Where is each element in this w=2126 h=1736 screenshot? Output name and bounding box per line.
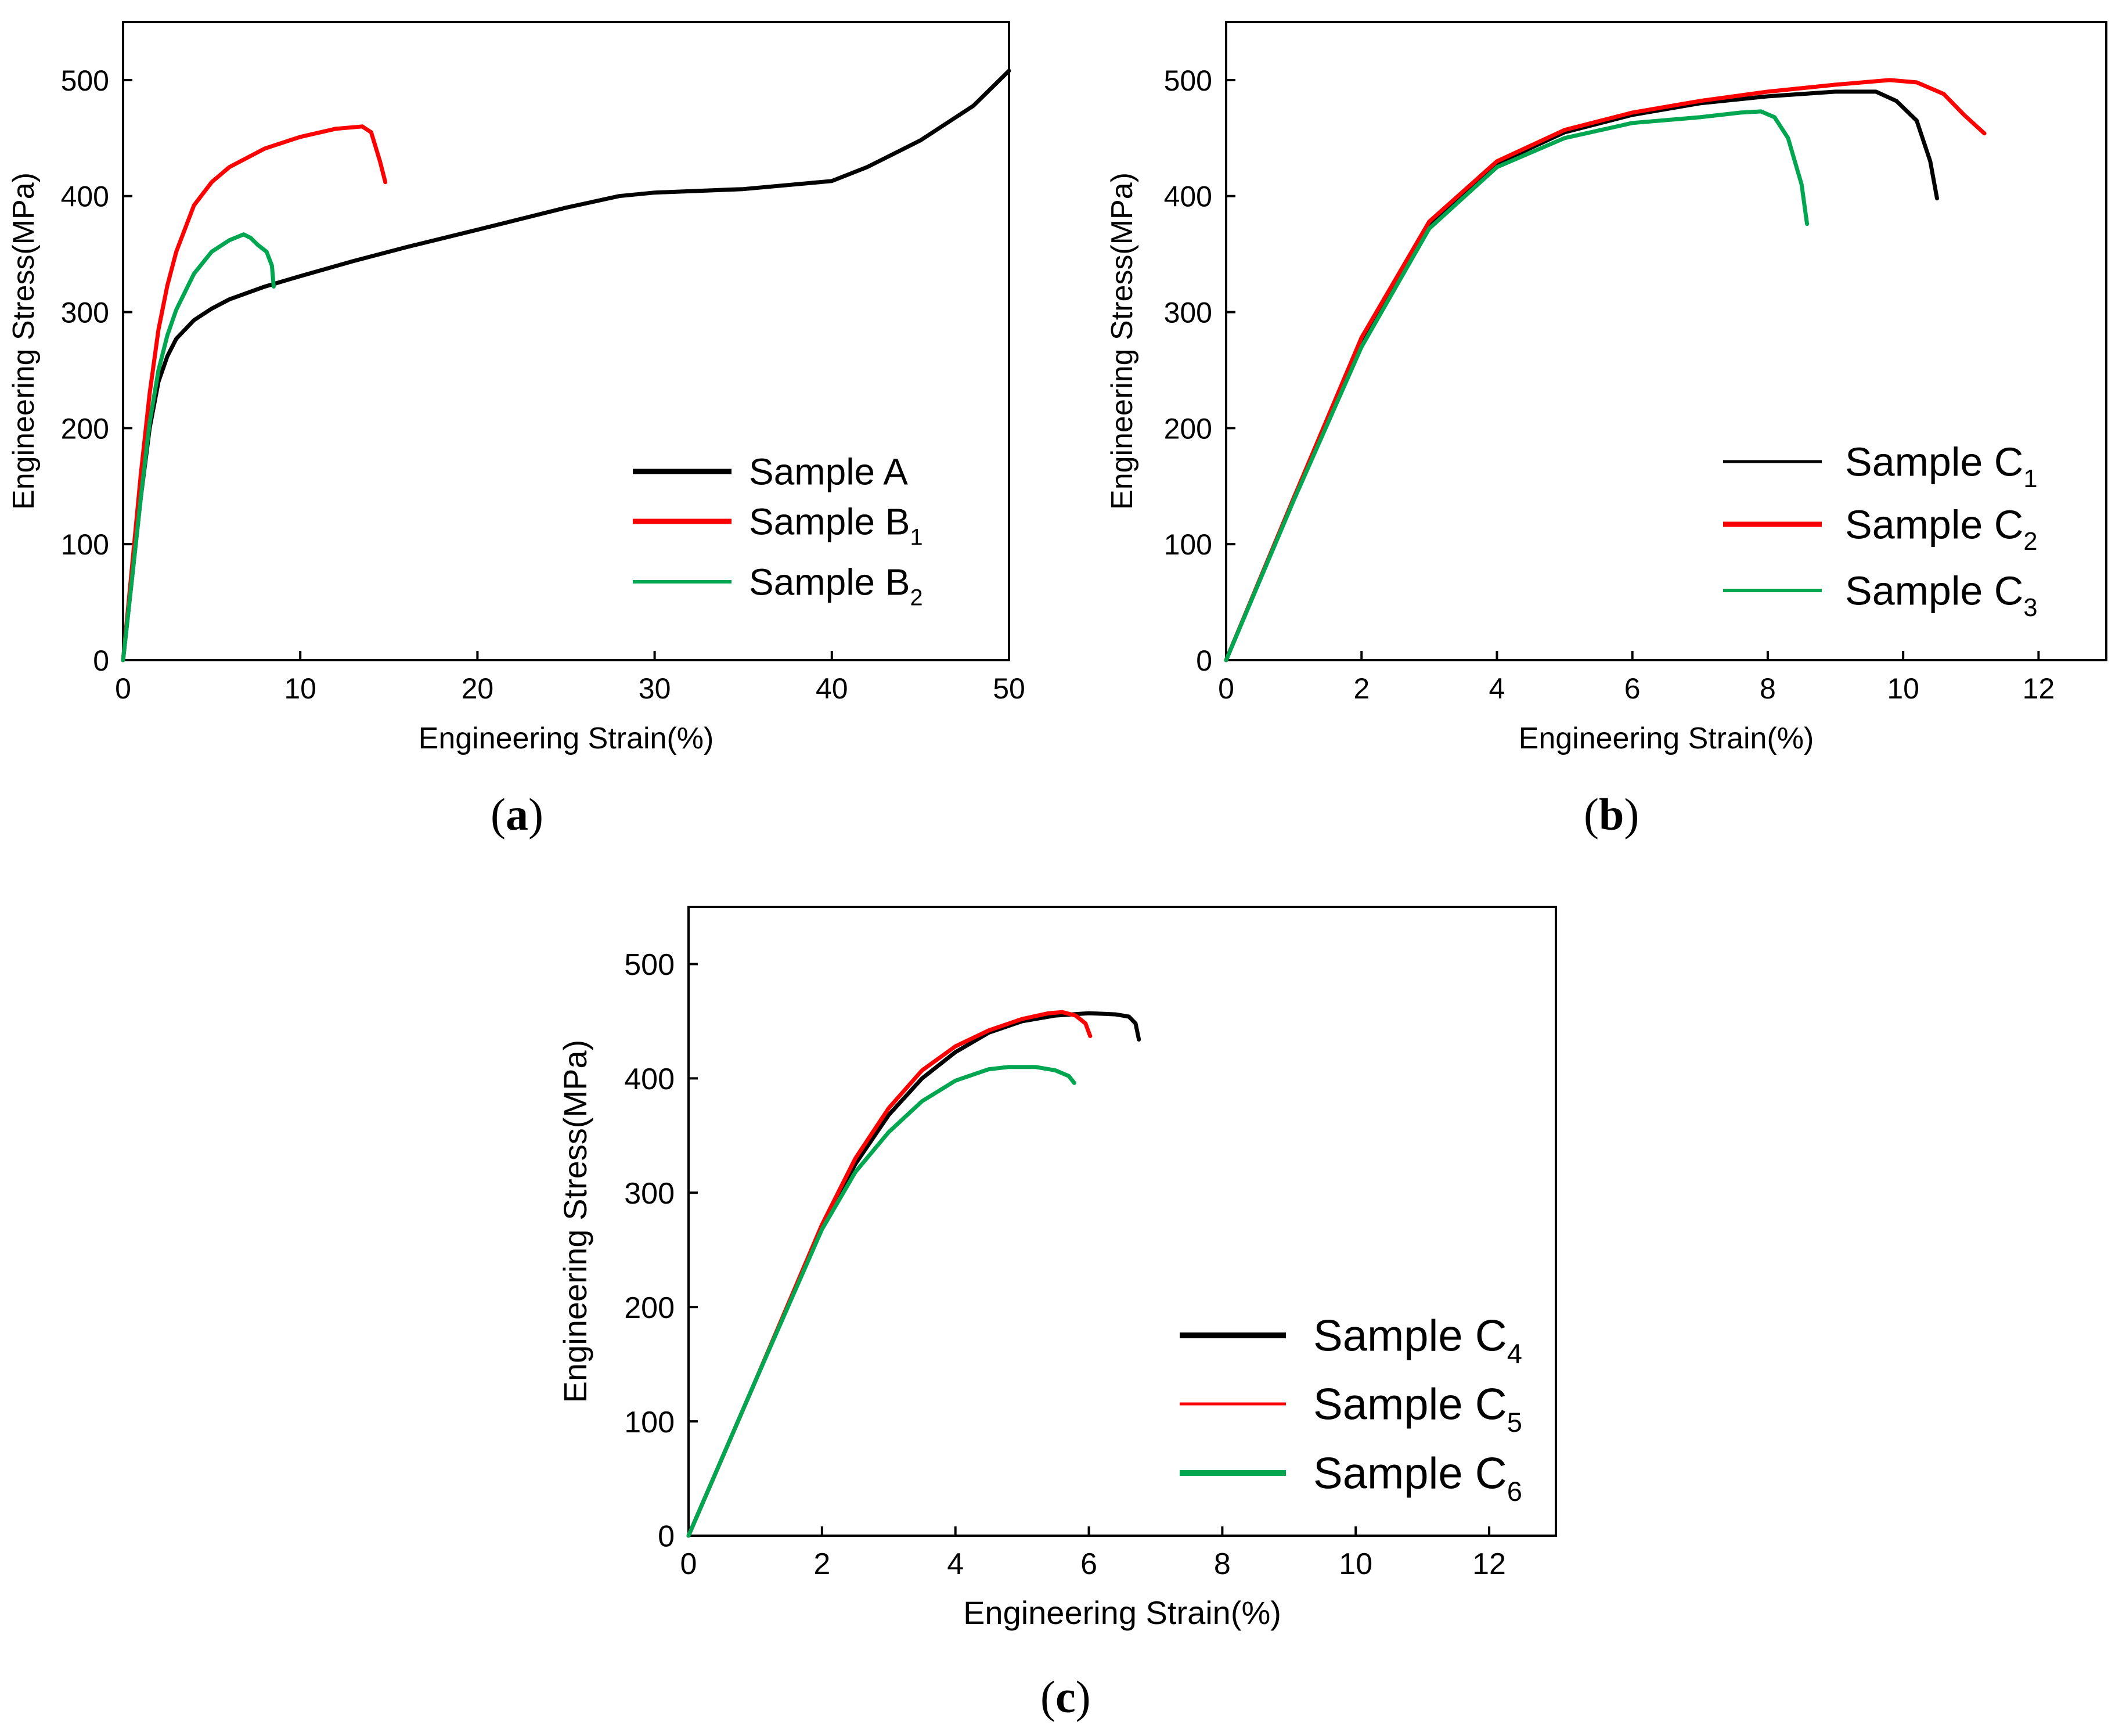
y-tick-label: 0 [658, 1520, 675, 1554]
y-tick-label: 300 [61, 297, 109, 329]
plot-frame [687, 906, 1557, 1537]
y-tick-label: 400 [61, 181, 109, 213]
series-line-sample-c1 [1224, 89, 1939, 662]
x-tick-label: 10 [284, 672, 316, 705]
y-tick-label: 100 [61, 528, 109, 561]
legend-label: Sample C5 [1313, 1380, 1522, 1438]
panel-label-a: (a) [491, 789, 543, 840]
y-tick-label: 300 [1164, 297, 1212, 329]
series-line-sample-c6 [686, 1065, 1076, 1538]
x-tick-label: 20 [462, 672, 494, 705]
series-line-sample-c3 [1224, 109, 1810, 662]
y-tick-label: 0 [1196, 644, 1212, 677]
y-tick-label: 400 [624, 1063, 675, 1096]
y-tick-label: 100 [624, 1406, 675, 1439]
x-tick-label: 40 [816, 672, 848, 705]
y-tick-label: 100 [1164, 528, 1212, 561]
x-tick-label: 2 [1353, 672, 1370, 705]
x-tick-label: 50 [993, 672, 1025, 705]
legend-label: Sample C2 [1845, 502, 2037, 556]
series-line-sample-b1 [121, 124, 388, 662]
y-axis-label: Engineering Stress(MPa) [557, 1040, 593, 1403]
legend-label: Sample C6 [1313, 1449, 1522, 1507]
chart-panel-c: 0 2 4 6 8 10 12 0 100 200 300 400 500 Engineering Str… [557, 906, 1557, 1631]
x-tick-label: 12 [2023, 672, 2055, 705]
x-tick-label: 2 [813, 1547, 830, 1581]
y-tick-label: 500 [624, 948, 675, 982]
x-tick-label: 4 [947, 1547, 964, 1581]
x-tick-label: 4 [1489, 672, 1505, 705]
y-tick-label: 200 [1164, 412, 1212, 445]
y-tick-label: 500 [1164, 64, 1212, 97]
chart-panel-b: 0 2 4 6 8 10 12 0 100 200 300 400 500 Engineering Str… [1105, 21, 2107, 755]
x-axis-label: Engineering Strain(%) [963, 1594, 1281, 1631]
x-tick-label: 10 [1887, 672, 1919, 705]
series-line-sample-b2 [121, 232, 276, 662]
y-axis-label: Engineering Stress(MPa) [7, 172, 41, 510]
x-tick-label: 10 [1339, 1547, 1372, 1581]
y-tick-label: 400 [1164, 181, 1212, 213]
x-tick-label: 6 [1080, 1547, 1097, 1581]
x-axis-label: Engineering Strain(%) [1519, 722, 1814, 755]
x-tick-label: 0 [1218, 672, 1234, 705]
legend-label: Sample B2 [749, 561, 923, 610]
x-tick-label: 30 [639, 672, 671, 705]
y-axis-label: Engineering Stress(MPa) [1105, 172, 1139, 510]
legend-label: Sample C3 [1845, 568, 2037, 622]
panel-label-c: (c) [1040, 1672, 1091, 1722]
y-tick-label: 200 [61, 412, 109, 445]
legend-label: Sample B1 [749, 500, 923, 550]
x-axis-label: Engineering Strain(%) [419, 722, 714, 755]
plot-frame [122, 21, 1010, 661]
x-tick-label: 0 [115, 672, 131, 705]
legend-label: Sample C4 [1313, 1312, 1522, 1369]
x-tick-label: 12 [1472, 1547, 1506, 1581]
x-tick-label: 8 [1760, 672, 1776, 705]
x-tick-label: 0 [680, 1547, 697, 1581]
plot-frame [1225, 21, 2107, 661]
y-tick-label: 500 [61, 64, 109, 97]
legend-label: Sample C1 [1845, 440, 2037, 494]
y-tick-label: 0 [93, 644, 109, 677]
panel-label-b: (b) [1584, 789, 1639, 840]
x-tick-label: 6 [1624, 672, 1641, 705]
legend-label: Sample A [749, 451, 908, 492]
y-tick-label: 200 [624, 1291, 675, 1325]
x-tick-label: 8 [1214, 1547, 1231, 1581]
series-line-sample-c2 [1224, 78, 1987, 662]
y-tick-label: 300 [624, 1177, 675, 1211]
series-line-sample-c4 [686, 1011, 1141, 1538]
series-line-sample-c5 [686, 1010, 1093, 1538]
